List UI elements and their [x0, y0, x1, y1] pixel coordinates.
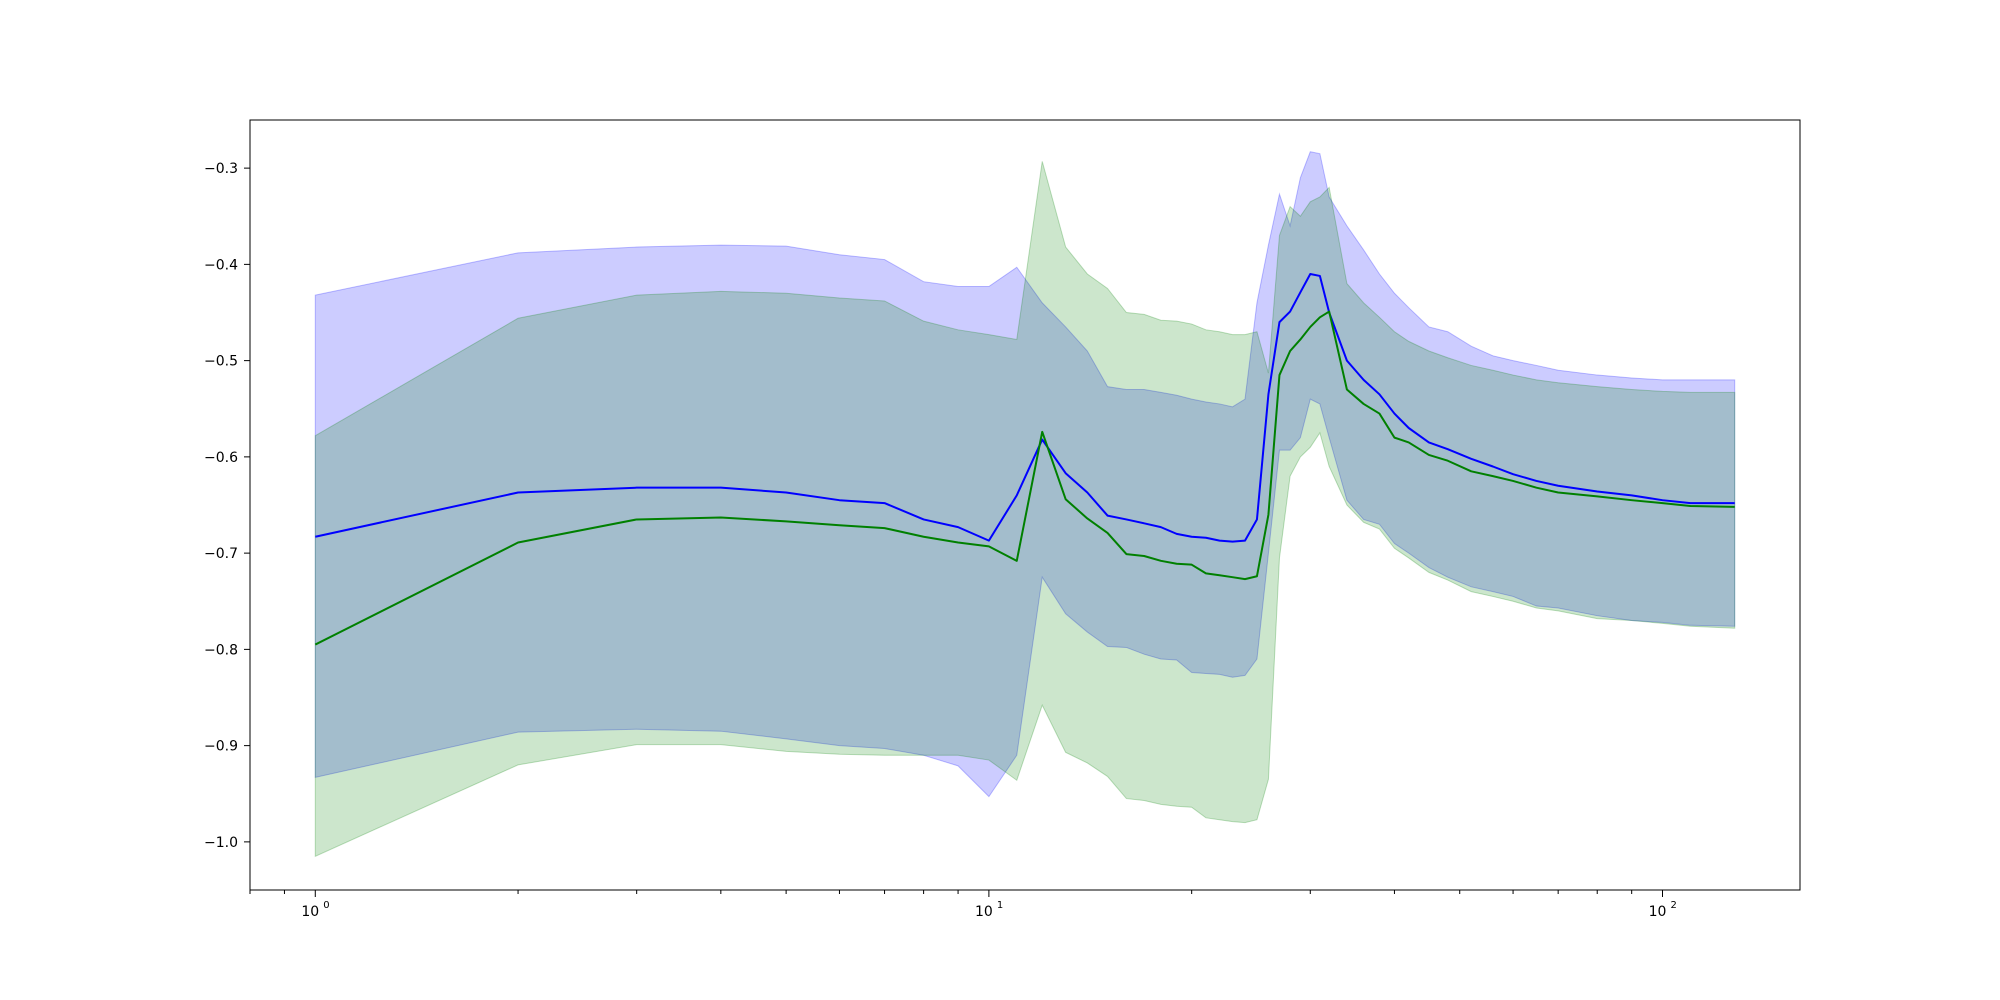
x-axis: 10 0 10 1 10 2 — [249, 890, 1677, 920]
confidence-bands — [314, 151, 1736, 858]
x-tick-exponent: 2 — [1671, 900, 1677, 911]
x-tick-exponent: 0 — [323, 900, 329, 911]
y-tick-label: −0.8 — [204, 642, 238, 658]
x-tick-label: 10 — [301, 904, 319, 920]
y-tick-label: −0.7 — [204, 546, 238, 562]
y-tick-label: −0.9 — [204, 739, 238, 755]
line-series-1 — [315, 273, 1735, 543]
x-tick-label: 10 — [1649, 904, 1667, 920]
band-series-2 — [314, 161, 1736, 858]
y-tick-label: −0.4 — [204, 257, 238, 273]
plot-frame — [249, 119, 1801, 891]
y-tick-label: −0.5 — [204, 354, 238, 370]
x-tick-label: 10 — [975, 904, 993, 920]
y-axis: −0.3 −0.4 −0.5 −0.6 −0.7 −0.8 −0.9 −1.0 — [204, 161, 250, 851]
y-tick-label: −0.3 — [204, 161, 238, 177]
band-series-1 — [314, 151, 1736, 798]
series-lines — [314, 273, 1735, 646]
y-tick-label: −0.6 — [204, 450, 238, 466]
line-series-2 — [314, 310, 1735, 646]
x-tick-exponent: 1 — [997, 900, 1003, 911]
y-tick-label: −1.0 — [204, 835, 238, 851]
